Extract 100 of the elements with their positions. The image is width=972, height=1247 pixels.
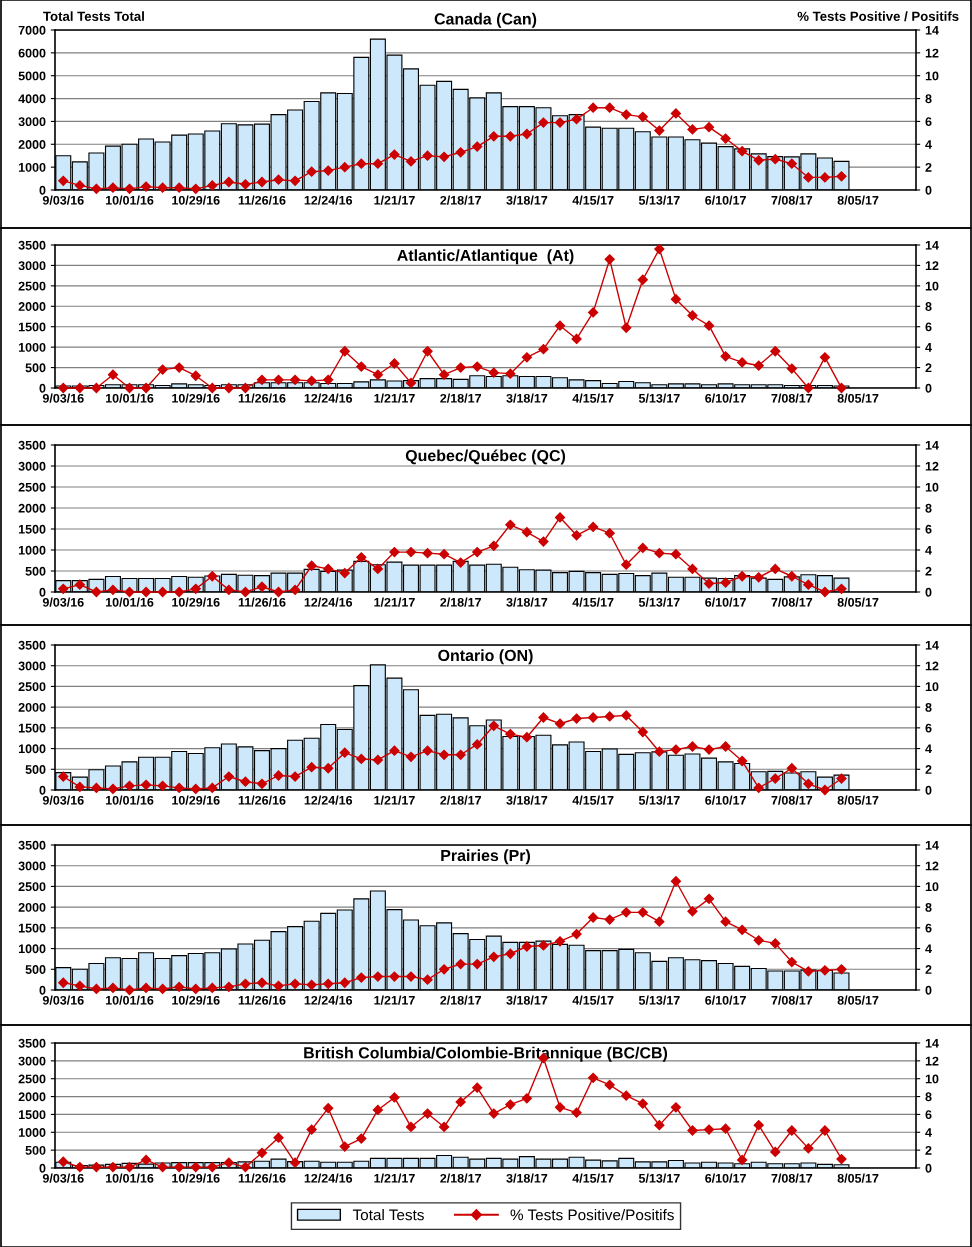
x-tick-label: 8/05/17 <box>837 597 879 607</box>
y-tick-label: 2000 <box>18 702 46 712</box>
y-tick-label: 3500 <box>18 640 46 650</box>
y-tick-label: 0 <box>39 587 46 597</box>
y2-tick-label: 0 <box>925 383 932 393</box>
y2-tick-label: 0 <box>925 985 932 995</box>
y-tick-label: 3000 <box>18 261 46 271</box>
y-tick-label: 2500 <box>18 882 46 892</box>
y-tick-label: 3500 <box>18 240 46 250</box>
y2-tick-label: 0 <box>925 1163 932 1173</box>
y2-tick-label: 0 <box>925 185 932 195</box>
y-tick-label: 3000 <box>18 461 46 471</box>
x-tick-label: 10/29/16 <box>172 795 220 805</box>
chart-title: Prairies (Pr) <box>441 849 530 865</box>
x-tick-label: 5/13/17 <box>638 795 680 805</box>
y2-tick-label: 4 <box>925 140 932 149</box>
y2-tick-label: 14 <box>925 440 939 450</box>
y-tick-label: 500 <box>25 566 46 576</box>
y2-tick-label: 4 <box>925 944 932 954</box>
y-tick-label: 0 <box>39 1163 46 1173</box>
y-tick-label: 1000 <box>18 342 46 352</box>
x-tick-label: 2/18/17 <box>440 195 481 205</box>
x-tick-label: 8/05/17 <box>837 995 879 1005</box>
y2-axis-title: % Tests Positive / Positifs <box>797 11 959 22</box>
x-tick-label: 9/03/16 <box>42 195 84 205</box>
y-tick-label: 1500 <box>18 923 46 933</box>
x-tick-label: 10/29/16 <box>172 597 220 607</box>
y2-tick-label: 10 <box>925 281 939 291</box>
y2-tick-label: 6 <box>925 322 932 332</box>
y2-tick-label: 0 <box>925 785 932 795</box>
chart-title: Ontario (ON) <box>438 649 533 665</box>
y2-tick-label: 14 <box>925 840 939 850</box>
x-tick-label: 9/03/16 <box>42 795 84 805</box>
x-tick-label: 3/18/17 <box>506 393 548 403</box>
y-tick-label: 5000 <box>18 71 46 81</box>
y2-tick-label: 2 <box>925 162 932 172</box>
x-tick-label: 7/08/17 <box>771 597 813 607</box>
x-tick-label: 4/15/17 <box>572 1173 614 1183</box>
x-tick-label: 5/13/17 <box>638 995 680 1005</box>
x-tick-label: 2/18/17 <box>440 995 481 1005</box>
x-tick-label: 1/21/17 <box>374 795 415 805</box>
y2-tick-label: 14 <box>925 1038 939 1048</box>
x-tick-label: 8/05/17 <box>837 795 879 805</box>
y-tick-label: 2500 <box>18 482 46 492</box>
y-tick-label: 3000 <box>18 1056 46 1066</box>
y-tick-label: 3500 <box>18 840 46 850</box>
y2-tick-label: 4 <box>925 744 932 754</box>
y-tick-label: 1500 <box>18 723 46 733</box>
x-tick-label: 10/01/16 <box>105 795 154 805</box>
y-tick-label: 6000 <box>18 48 46 58</box>
x-tick-label: 9/03/16 <box>42 1173 84 1183</box>
x-tick-label: 12/24/16 <box>304 1173 353 1183</box>
y2-tick-label: 10 <box>925 882 939 892</box>
y2-tick-label: 6 <box>925 117 932 127</box>
x-tick-label: 4/15/17 <box>572 795 614 805</box>
y-axis-title: Total Tests Total <box>43 11 144 21</box>
x-tick-label: 10/01/16 <box>105 1173 154 1183</box>
y-tick-label: 1000 <box>18 744 46 754</box>
y-tick-label: 0 <box>39 185 46 195</box>
x-tick-label: 5/13/17 <box>638 393 680 403</box>
y-tick-label: 3000 <box>18 661 46 671</box>
y2-tick-label: 4 <box>925 545 932 555</box>
x-tick-label: 6/10/17 <box>705 597 746 607</box>
y-tick-label: 2000 <box>18 503 46 513</box>
y-tick-label: 3500 <box>18 440 46 450</box>
y2-tick-label: 12 <box>925 48 939 58</box>
x-tick-label: 8/05/17 <box>837 393 879 403</box>
y-tick-label: 0 <box>39 985 46 995</box>
x-tick-label: 11/26/16 <box>238 1173 286 1183</box>
x-tick-label: 12/24/16 <box>304 795 353 805</box>
y2-tick-label: 8 <box>925 302 932 311</box>
y-tick-label: 3000 <box>18 861 46 871</box>
x-tick-label: 9/03/16 <box>42 597 84 607</box>
x-tick-label: 9/03/16 <box>42 995 84 1005</box>
x-tick-label: 4/15/17 <box>572 995 614 1005</box>
chart-title: Canada (Can) <box>434 12 537 28</box>
y-tick-label: 7000 <box>18 25 46 35</box>
y2-tick-label: 2 <box>925 765 932 774</box>
y-tick-label: 500 <box>25 765 46 774</box>
x-tick-label: 1/21/17 <box>374 1173 415 1183</box>
x-tick-label: 7/08/17 <box>771 795 813 805</box>
x-tick-label: 4/15/17 <box>572 393 614 403</box>
y2-tick-label: 10 <box>925 682 939 692</box>
y2-tick-label: 10 <box>925 1074 939 1084</box>
x-tick-label: 1/21/17 <box>374 393 415 403</box>
x-tick-label: 10/01/16 <box>105 195 154 205</box>
x-tick-label: 12/24/16 <box>304 393 353 403</box>
legend-label: % Tests Positive/Positifs <box>510 1209 674 1221</box>
y-tick-label: 500 <box>25 965 46 974</box>
y-tick-label: 0 <box>39 785 46 795</box>
y2-tick-label: 2 <box>925 1145 932 1155</box>
y-tick-label: 500 <box>25 1145 46 1155</box>
y-tick-label: 2000 <box>18 902 46 912</box>
x-tick-label: 12/24/16 <box>304 195 353 205</box>
y2-tick-label: 6 <box>925 1110 932 1120</box>
y2-tick-label: 2 <box>925 566 932 576</box>
x-tick-label: 5/13/17 <box>638 597 680 607</box>
y-tick-label: 2000 <box>18 302 46 311</box>
y2-tick-label: 4 <box>925 343 932 352</box>
y2-tick-label: 10 <box>925 482 939 492</box>
